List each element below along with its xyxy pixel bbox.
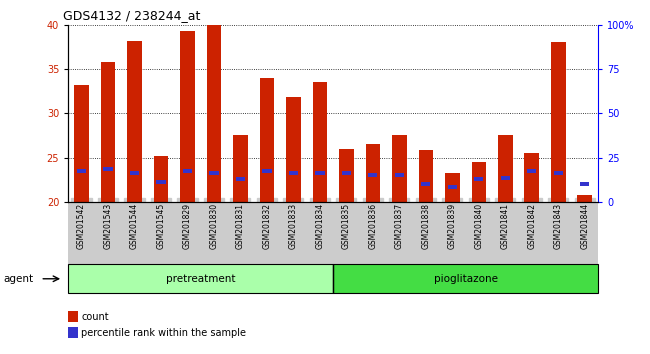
Bar <box>421 182 430 186</box>
Bar <box>233 135 248 202</box>
Bar <box>498 135 513 202</box>
Bar <box>342 171 351 175</box>
Bar <box>101 62 115 202</box>
Text: GDS4132 / 238244_at: GDS4132 / 238244_at <box>63 9 200 22</box>
Bar <box>445 172 460 202</box>
Bar <box>315 171 324 175</box>
FancyBboxPatch shape <box>68 264 333 293</box>
Bar <box>180 31 195 202</box>
Bar <box>313 82 327 202</box>
Bar <box>127 41 142 202</box>
Text: pioglitazone: pioglitazone <box>434 274 497 284</box>
Bar <box>103 167 112 171</box>
Bar <box>368 173 378 177</box>
Bar <box>289 171 298 175</box>
Bar <box>392 135 407 202</box>
Bar <box>262 170 272 173</box>
Bar <box>500 176 510 179</box>
Bar <box>183 169 192 172</box>
Bar <box>339 149 354 202</box>
Bar <box>74 85 89 202</box>
Bar <box>68 311 78 322</box>
Bar <box>577 195 592 202</box>
Bar <box>77 169 86 172</box>
Bar <box>474 177 484 181</box>
Bar <box>471 162 486 202</box>
FancyBboxPatch shape <box>333 264 598 293</box>
Bar <box>527 170 536 173</box>
Text: percentile rank within the sample: percentile rank within the sample <box>81 328 246 338</box>
Text: agent: agent <box>3 274 33 284</box>
Bar <box>286 97 301 202</box>
Bar <box>259 78 274 202</box>
Bar <box>419 150 433 202</box>
Bar <box>551 42 566 202</box>
Bar <box>68 327 78 338</box>
Bar <box>365 144 380 202</box>
Text: pretreatment: pretreatment <box>166 274 235 284</box>
Bar <box>395 173 404 177</box>
Text: count: count <box>81 312 109 322</box>
Bar <box>448 184 457 188</box>
Bar <box>209 171 218 175</box>
Bar <box>580 182 590 186</box>
Bar <box>130 171 139 175</box>
Bar <box>236 177 245 181</box>
Bar <box>156 180 166 184</box>
Bar <box>554 171 563 175</box>
Bar <box>207 25 221 202</box>
Bar <box>525 153 539 202</box>
Bar <box>153 156 168 202</box>
